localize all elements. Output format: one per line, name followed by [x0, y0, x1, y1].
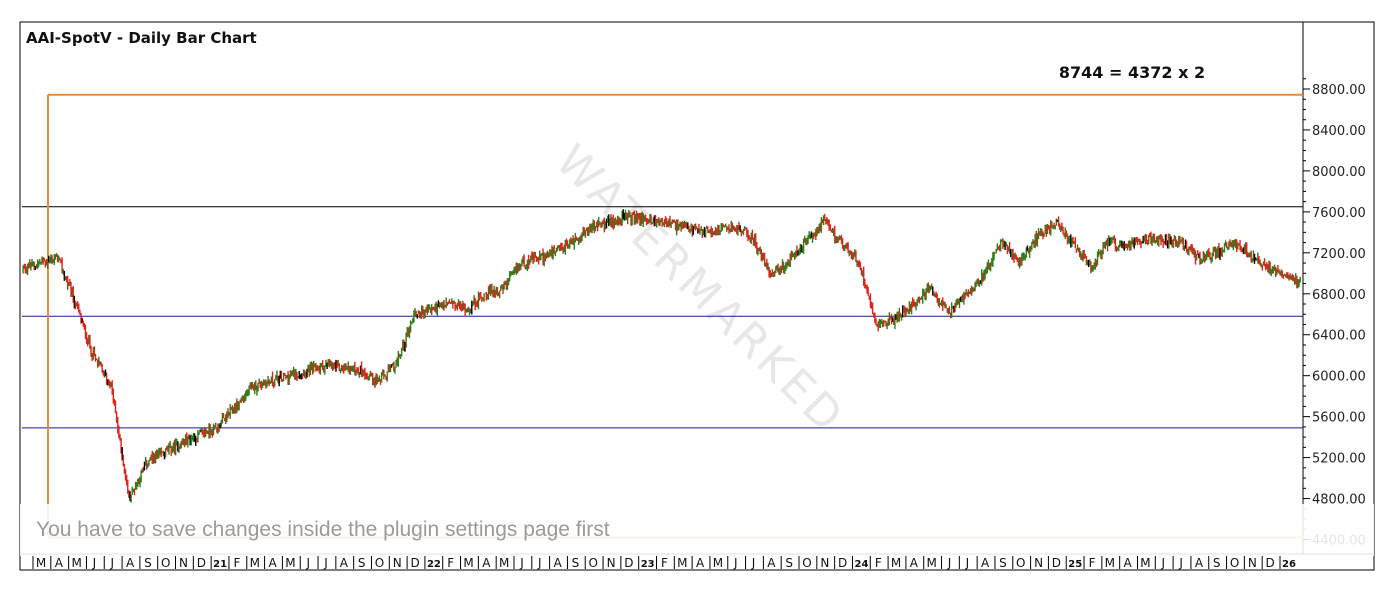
x-month-label: J — [965, 556, 970, 570]
x-month-label: O — [1016, 556, 1025, 570]
x-year-label: 21 — [213, 559, 227, 570]
x-month-label: J — [323, 556, 328, 570]
x-month-label: M — [463, 556, 473, 570]
x-month-label: M — [499, 556, 509, 570]
x-year-label: 25 — [1068, 559, 1082, 570]
y-tick-label: 6800.00 — [1312, 288, 1366, 303]
x-year-label: 24 — [854, 559, 868, 570]
x-month-label: N — [1034, 556, 1043, 570]
x-month-label: J — [733, 556, 738, 570]
y-tick-label: 8400.00 — [1312, 124, 1366, 139]
x-month-label: J — [947, 556, 952, 570]
level-annotation: 8744 = 4372 x 2 — [1059, 63, 1205, 82]
x-month-label: S — [572, 556, 580, 570]
y-tick-label: 8800.00 — [1312, 83, 1366, 98]
x-year-label: 22 — [427, 559, 441, 570]
x-month-label: M — [713, 556, 723, 570]
x-month-label: A — [55, 556, 64, 570]
x-month-label: A — [126, 556, 135, 570]
x-month-label: M — [927, 556, 937, 570]
y-tick-label: 7600.00 — [1312, 206, 1366, 221]
x-month-label: D — [838, 556, 847, 570]
y-axis: 4400.004800.005200.005600.006000.006400.… — [1303, 78, 1366, 549]
x-month-label: S — [999, 556, 1007, 570]
x-month-label: A — [1195, 556, 1204, 570]
x-month-label: J — [305, 556, 310, 570]
x-month-label: M — [1105, 556, 1115, 570]
x-month-label: J — [109, 556, 114, 570]
x-month-label: A — [340, 556, 349, 570]
y-tick-label: 8000.00 — [1312, 165, 1366, 180]
x-month-label: A — [910, 556, 919, 570]
x-month-label: M — [1140, 556, 1150, 570]
x-month-label: O — [375, 556, 384, 570]
y-tick-label: 6400.00 — [1312, 329, 1366, 344]
x-month-label: S — [785, 556, 793, 570]
x-month-label: M — [891, 556, 901, 570]
x-month-label: D — [410, 556, 419, 570]
x-month-label: N — [1248, 556, 1257, 570]
x-month-label: M — [250, 556, 260, 570]
x-month-label: D — [1266, 556, 1275, 570]
x-month-label: D — [624, 556, 633, 570]
x-month-label: D — [1052, 556, 1061, 570]
y-tick-label: 5600.00 — [1312, 411, 1366, 426]
price-bars — [22, 209, 1301, 503]
x-month-label: J — [1178, 556, 1183, 570]
x-month-label: N — [179, 556, 188, 570]
y-tick-label: 5200.00 — [1312, 452, 1366, 467]
x-month-label: M — [285, 556, 295, 570]
x-month-label: J — [1161, 556, 1166, 570]
x-month-label: N — [393, 556, 402, 570]
plugin-settings-notice: You have to save changes inside the plug… — [20, 504, 1374, 556]
x-month-label: O — [161, 556, 170, 570]
x-month-label: O — [589, 556, 598, 570]
x-month-label: F — [447, 556, 454, 570]
x-month-label: A — [981, 556, 990, 570]
x-month-label: D — [197, 556, 206, 570]
x-month-label: A — [268, 556, 277, 570]
x-month-label: A — [554, 556, 563, 570]
y-tick-label: 7200.00 — [1312, 247, 1366, 262]
x-month-label: A — [767, 556, 776, 570]
x-month-label: A — [1124, 556, 1133, 570]
x-month-label: O — [802, 556, 811, 570]
x-month-label: M — [677, 556, 687, 570]
x-month-label: J — [92, 556, 97, 570]
x-month-label: J — [751, 556, 756, 570]
x-month-label: F — [1089, 556, 1096, 570]
x-year-label: 23 — [641, 559, 655, 570]
x-month-label: O — [1230, 556, 1239, 570]
x-month-label: J — [537, 556, 542, 570]
chart-frame — [19, 21, 1375, 571]
y-tick-label: 4800.00 — [1312, 493, 1366, 508]
x-month-label: J — [519, 556, 524, 570]
y-tick-label: 6000.00 — [1312, 370, 1366, 385]
x-month-label: S — [358, 556, 366, 570]
x-month-label: A — [696, 556, 705, 570]
x-month-label: S — [1213, 556, 1221, 570]
x-month-label: S — [144, 556, 152, 570]
x-axis: M A M J J A S O N D 21 F M A M J J A S O N D 22 F M A M J J A S O N D 23 F M… — [32, 556, 1296, 570]
x-month-label: M — [71, 556, 81, 570]
x-month-label: N — [607, 556, 616, 570]
x-month-label: M — [36, 556, 46, 570]
chart-title: AAI-SpotV - Daily Bar Chart — [26, 29, 257, 47]
x-month-label: F — [875, 556, 882, 570]
x-month-label: A — [482, 556, 491, 570]
x-month-label: F — [234, 556, 241, 570]
x-month-label: F — [661, 556, 668, 570]
x-month-label: N — [820, 556, 829, 570]
x-year-label: 26 — [1282, 559, 1296, 570]
